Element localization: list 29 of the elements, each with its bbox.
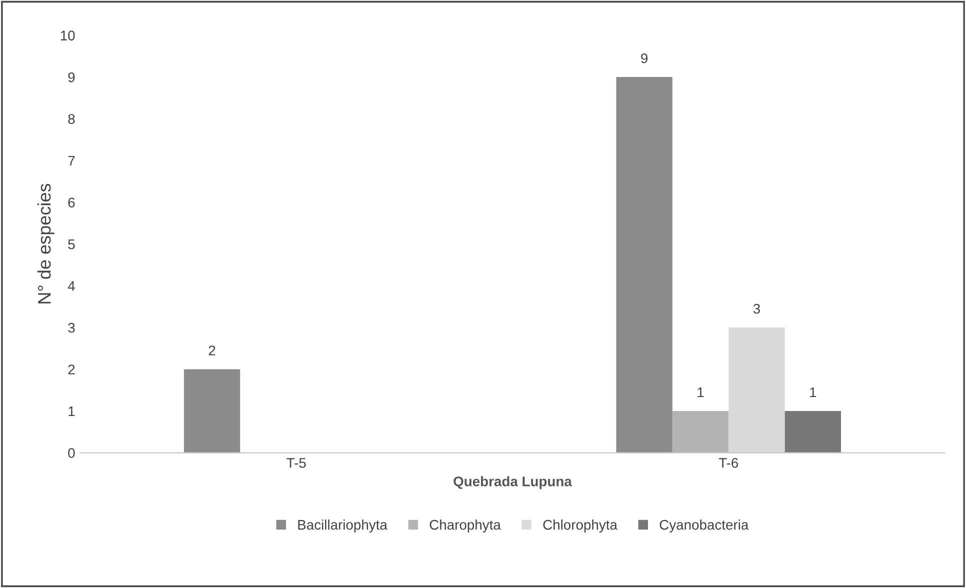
y-tick-label: 1	[68, 406, 75, 416]
y-tick-label: 0	[68, 448, 75, 458]
y-tick-label: 8	[68, 114, 75, 124]
bar	[728, 328, 785, 453]
y-tick-label: 10	[60, 30, 75, 40]
legend-label: Bacillariophyta	[298, 520, 388, 532]
y-tick-label: 9	[68, 72, 75, 82]
data-label: 2	[208, 346, 216, 356]
legend-label: Chlorophyta	[543, 520, 618, 532]
data-label: 9	[641, 53, 648, 64]
bar	[672, 411, 729, 453]
bar	[616, 77, 672, 453]
x-tick-label: T-6	[718, 458, 738, 468]
x-axis-title: Quebrada Lupuna	[454, 476, 572, 490]
legend-label: Charophyta	[430, 520, 501, 532]
data-label: 3	[753, 304, 760, 314]
y-tick-label: 7	[68, 156, 75, 166]
y-tick-label: 5	[68, 239, 75, 250]
y-axis-title: N° de especies	[37, 184, 54, 304]
y-tick-label: 3	[68, 322, 75, 333]
y-tick-label: 6	[68, 198, 75, 208]
data-label: 1	[698, 387, 704, 398]
bar	[184, 369, 240, 453]
x-tick-label: T-5	[286, 458, 306, 468]
legend-label: Cyanobacteria	[660, 520, 749, 532]
data-label: 1	[810, 387, 816, 398]
y-tick-label: 4	[68, 281, 75, 291]
bar	[784, 411, 841, 453]
y-tick-label: 2	[68, 364, 75, 374]
